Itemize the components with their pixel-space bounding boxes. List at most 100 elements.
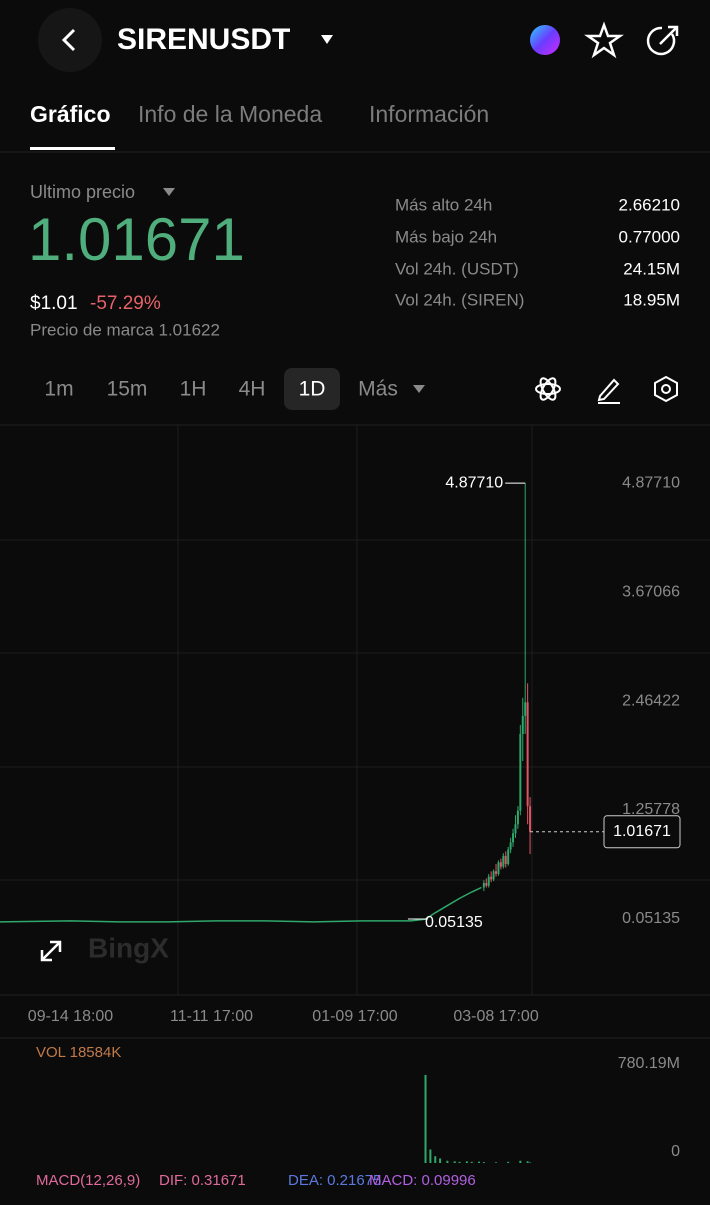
candle-body: [490, 876, 493, 880]
volume-bar: [458, 1161, 461, 1163]
interval[interactable]: Más: [358, 378, 398, 401]
candle-body: [504, 855, 507, 865]
x-tick-label: 09-14 18:00: [28, 1008, 114, 1025]
volume-bar: [529, 1162, 532, 1163]
volume-bar: [519, 1160, 522, 1163]
volume-bar: [446, 1160, 449, 1163]
price-label: Ultimo precio: [30, 182, 135, 202]
draw-icon[interactable]: [597, 378, 620, 404]
volume-title: VOL 18584K: [36, 1044, 121, 1061]
y-tick-label: 4.87710: [622, 474, 680, 491]
chart-grid: [0, 425, 710, 995]
volume-bar: [465, 1161, 468, 1163]
y-tick-label: 1.25778: [622, 801, 680, 818]
stat-value: 2.66210: [619, 195, 680, 214]
interval[interactable]: 1H: [180, 378, 207, 401]
mark-price: Precio de marca 1.01622: [30, 320, 220, 339]
stats: Más alto 24h 2.66210 Más bajo 24h 0.7700…: [395, 195, 680, 309]
candle-body: [514, 824, 517, 834]
dropdown-icon[interactable]: [413, 385, 425, 393]
watermark: BingX: [88, 932, 169, 963]
ai-icon[interactable]: [530, 25, 560, 55]
candle-body: [521, 715, 524, 734]
annotation-label: 0.05135: [425, 914, 483, 931]
usd-price: $1.01: [30, 293, 78, 314]
indicator-icon: [539, 377, 557, 401]
price-line: [0, 886, 482, 923]
y-tick-label: 780.19M: [618, 1055, 680, 1072]
volume-bar: [482, 1162, 485, 1163]
candle-body: [487, 876, 490, 886]
interval[interactable]: 4H: [239, 378, 266, 401]
y-tick-label: 0: [671, 1143, 680, 1160]
macd-dea: DEA: 0.21675: [288, 1172, 381, 1189]
y-tick-label: 0.05135: [622, 910, 680, 927]
volume-bar: [470, 1161, 473, 1163]
volume-bar: [439, 1158, 442, 1163]
dropdown-icon[interactable]: [321, 35, 333, 44]
share-icon[interactable]: [646, 26, 676, 56]
stat-label: Más alto 24h: [395, 195, 492, 214]
indicator-icon: [539, 377, 557, 401]
volume-bar: [478, 1161, 481, 1163]
macd-label: MACD(12,26,9): [36, 1172, 140, 1189]
candle-body: [524, 702, 527, 716]
candle-body: [507, 849, 510, 865]
stat-value: 0.77000: [619, 227, 680, 246]
back-icon: [61, 28, 76, 52]
candle-body: [516, 810, 519, 825]
x-tick-label: 01-09 17:00: [312, 1008, 398, 1025]
settings-icon[interactable]: [654, 375, 678, 403]
volume-bar: [453, 1161, 456, 1163]
candle-body: [509, 842, 512, 850]
back-button[interactable]: [38, 8, 102, 72]
candle-body: [499, 862, 502, 867]
candle-body: [502, 855, 505, 867]
change: -57.29%: [90, 293, 161, 314]
x-tick-label: 03-08 17:00: [453, 1008, 539, 1025]
indicator-icon[interactable]: [535, 383, 561, 395]
stat-label: Vol 24h. (SIREN): [395, 290, 524, 309]
volume-bar: [495, 1162, 498, 1163]
tab[interactable]: Info de la Moneda: [138, 101, 322, 127]
candle-body: [519, 733, 522, 811]
symbol[interactable]: SIRENUSDT: [117, 23, 290, 56]
y-tick-label: 3.67066: [622, 583, 680, 600]
candle-body: [526, 702, 529, 807]
share-arrow: [659, 25, 679, 45]
volume-bar: [526, 1161, 529, 1163]
interval[interactable]: 15m: [107, 378, 148, 401]
last-price-box: [603, 815, 681, 849]
x-tick-label: 11-11 17:00: [170, 1008, 253, 1025]
stat-label: Más bajo 24h: [395, 227, 497, 246]
tab[interactable]: Información: [369, 101, 489, 127]
dropdown-icon[interactable]: [163, 188, 175, 196]
stat-value: 18.95M: [623, 290, 680, 309]
annotation-label: 4.87710: [445, 474, 503, 491]
candle-body: [512, 833, 515, 843]
candle-body: [529, 806, 532, 832]
y-tick-label: 2.46422: [622, 692, 680, 709]
expand-icon[interactable]: [40, 940, 62, 962]
candle-body: [492, 871, 495, 880]
volume-bar: [434, 1156, 437, 1163]
candle-body: [485, 882, 488, 886]
macd-value: MACD: 0.09996: [369, 1172, 476, 1189]
interval-selected[interactable]: 1D: [299, 378, 326, 401]
last-price-label: 1.01671: [613, 823, 671, 840]
star-icon[interactable]: [584, 21, 624, 59]
interval[interactable]: 1m: [44, 378, 73, 401]
last-price: 1.01671: [28, 206, 245, 273]
volume-bar: [507, 1161, 510, 1163]
stat-label: Vol 24h. (USDT): [395, 259, 519, 278]
candle-body: [497, 862, 500, 874]
candle-body: [495, 871, 498, 874]
stat-value: 24.15M: [623, 259, 680, 278]
tab-active[interactable]: Gráfico: [30, 101, 111, 127]
volume-bar: [429, 1149, 432, 1163]
candle-body: [482, 882, 485, 888]
volume-bar: [424, 1074, 427, 1163]
